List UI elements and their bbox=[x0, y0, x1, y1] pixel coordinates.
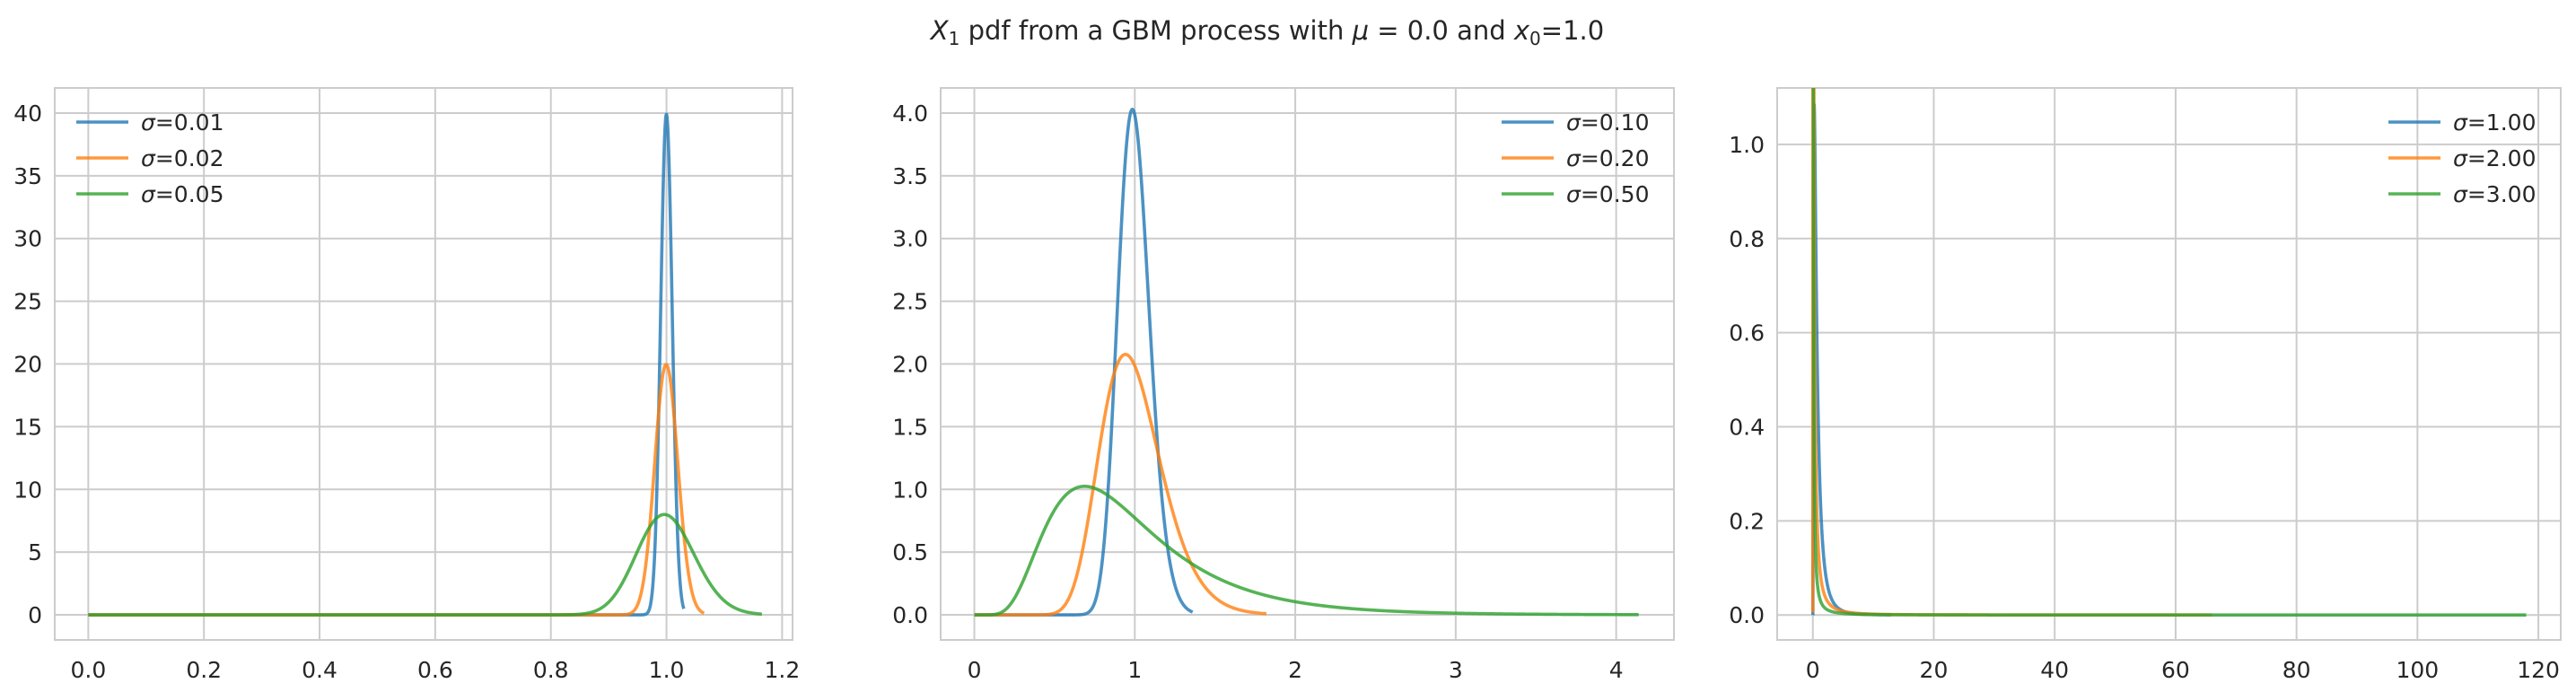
x-tick-label: 20 bbox=[1920, 657, 1949, 683]
x-tick-label: 60 bbox=[2161, 657, 2190, 683]
series-line-2 bbox=[972, 353, 1268, 617]
y-tick-label: 2.0 bbox=[892, 352, 928, 378]
legend-label-3: σ=3.00 bbox=[2453, 181, 2536, 207]
series-line-1 bbox=[1810, 102, 1894, 617]
series-line-3 bbox=[1811, 88, 2528, 618]
series-line-2 bbox=[1810, 88, 2214, 618]
legend-label-1: σ=0.01 bbox=[141, 109, 223, 136]
x-tick-label: 100 bbox=[2396, 657, 2439, 683]
series-line-3 bbox=[972, 485, 1641, 617]
title-subscript-0: 0 bbox=[1529, 28, 1541, 49]
y-tick-label: 0.6 bbox=[1729, 320, 1765, 346]
title-end-text: =1.0 bbox=[1541, 15, 1604, 46]
subplot-3: 0 20 40 60 80 100 1200.00.20.40.60.81.0σ=1.00σ… bbox=[1729, 87, 2562, 683]
y-tick-label: 10 bbox=[13, 477, 42, 503]
y-tick-label: 1.5 bbox=[892, 414, 928, 440]
y-tick-label: 0 bbox=[28, 602, 42, 628]
subplot-2: 0 1 2 3 40.00.51.01.52.02.53.03.54.0 σ=0.10σ=… bbox=[892, 87, 1675, 683]
legend: σ=0.10 σ=0.20 σ=0.50 bbox=[1502, 109, 1649, 207]
x-tick-label: 40 bbox=[2040, 657, 2069, 683]
legend-label-2: σ=0.02 bbox=[141, 145, 223, 171]
legend-label-2: σ=2.00 bbox=[2453, 145, 2536, 171]
y-tick-label: 5 bbox=[28, 539, 42, 565]
axes-frame bbox=[1776, 87, 2562, 641]
series-line-3 bbox=[86, 512, 764, 617]
y-tick-label: 0.5 bbox=[892, 539, 928, 565]
x-tick-label: 0 bbox=[1806, 657, 1820, 683]
y-tick-label: 0.4 bbox=[1729, 414, 1765, 440]
y-tick-label: 2.5 bbox=[892, 289, 928, 315]
legend: σ=0.01 σ=0.02 σ=0.05 bbox=[76, 109, 223, 207]
y-tick-label: 35 bbox=[13, 163, 42, 189]
title-mu-symbol: μ bbox=[1352, 15, 1369, 46]
x-tick-label: 1 bbox=[1127, 657, 1142, 683]
y-tick-label: 3.0 bbox=[892, 226, 928, 252]
y-tick-label: 25 bbox=[13, 289, 42, 315]
title-x0-symbol: x bbox=[1513, 15, 1530, 46]
x-tick-label: 2 bbox=[1288, 657, 1302, 683]
subplot-1: 0.0 0.2 0.4 0.6 0.8 1.0 1.2 0 5 10 15 20 25 30 35 40 σ=0… bbox=[13, 87, 801, 683]
x-tick-label: 1.2 bbox=[765, 657, 801, 683]
title-subscript-1: 1 bbox=[949, 28, 960, 49]
x-tick-label: 0 bbox=[968, 657, 982, 683]
x-tick-label: 120 bbox=[2517, 657, 2560, 683]
y-tick-label: 1.0 bbox=[1729, 132, 1765, 158]
legend-label-1: σ=1.00 bbox=[2453, 109, 2536, 136]
legend-label-3: σ=0.05 bbox=[141, 181, 223, 207]
axes-frame bbox=[54, 87, 793, 641]
y-tick-label: 15 bbox=[13, 414, 42, 440]
axes-frame bbox=[940, 87, 1675, 641]
y-tick-label: 40 bbox=[13, 101, 42, 127]
x-tick-label: 0.4 bbox=[302, 657, 337, 683]
title-middle-text: pdf from a GBM process with bbox=[959, 15, 1352, 46]
x-tick-label: 4 bbox=[1609, 657, 1624, 683]
title-x-symbol: X bbox=[929, 15, 950, 46]
y-tick-label: 0.8 bbox=[1729, 226, 1765, 252]
x-tick-label: 3 bbox=[1449, 657, 1463, 683]
title-equals-text: = 0.0 and bbox=[1369, 15, 1514, 46]
y-tick-label: 0.0 bbox=[1729, 602, 1765, 628]
y-tick-label: 0.0 bbox=[892, 602, 928, 628]
x-tick-label: 80 bbox=[2282, 657, 2311, 683]
y-tick-label: 20 bbox=[13, 352, 42, 378]
legend-label-1: σ=0.10 bbox=[1566, 109, 1649, 136]
y-tick-label: 0.2 bbox=[1729, 508, 1765, 534]
x-tick-label: 0.2 bbox=[186, 657, 222, 683]
legend-label-3: σ=0.50 bbox=[1566, 181, 1649, 207]
y-tick-label: 30 bbox=[13, 226, 42, 252]
x-tick-label: 0.6 bbox=[417, 657, 453, 683]
y-tick-label: 3.5 bbox=[892, 163, 928, 189]
legend-label-2: σ=0.20 bbox=[1566, 145, 1649, 171]
x-tick-label: 1.0 bbox=[649, 657, 685, 683]
x-tick-label: 0.0 bbox=[70, 657, 106, 683]
figure-title: X1 pdf from a GBM process with μ = 0.0 a… bbox=[929, 15, 1604, 49]
x-tick-label: 0.8 bbox=[533, 657, 569, 683]
y-tick-label: 4.0 bbox=[892, 101, 928, 127]
legend: σ=1.00 σ=2.00 σ=3.00 bbox=[2388, 109, 2536, 207]
y-tick-label: 1.0 bbox=[892, 477, 928, 503]
